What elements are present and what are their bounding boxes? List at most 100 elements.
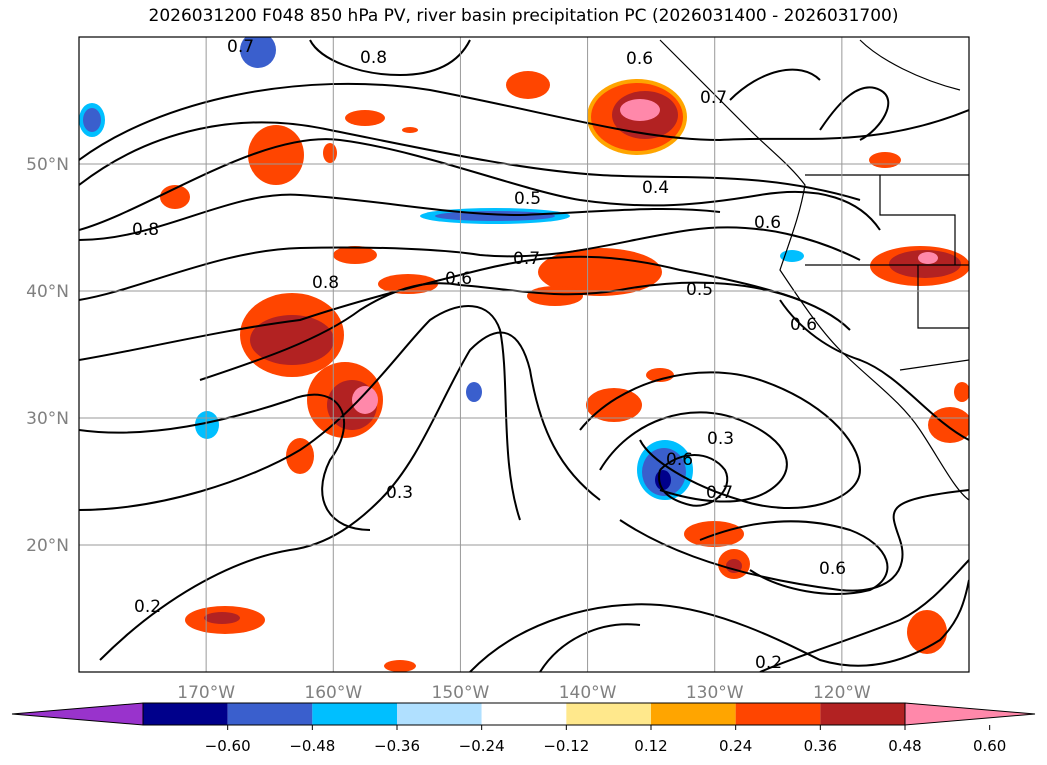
colorbar-segment	[566, 703, 651, 725]
lat-label: 30°N	[26, 409, 69, 429]
precip-blob	[323, 143, 337, 163]
precip-blob	[384, 660, 416, 672]
colorbar-tick-label: −0.60	[205, 737, 251, 755]
pv-contour-line	[79, 121, 861, 201]
precip-blob	[586, 388, 642, 422]
pv-contour-line	[579, 371, 862, 509]
pv-contour-line	[779, 299, 969, 441]
pv-contour-line	[99, 331, 601, 661]
precip-blob	[655, 470, 671, 490]
precip-blob	[466, 382, 482, 402]
pv-contours	[79, 39, 969, 672]
pv-contour-line	[759, 559, 969, 672]
contour-label: 0.7	[706, 483, 733, 503]
pv-contour-line	[79, 393, 371, 531]
contour-label: 0.7	[513, 249, 540, 269]
coastline-path	[879, 175, 956, 265]
contour-label: 0.2	[755, 653, 782, 673]
contour-label: 0.2	[134, 597, 161, 617]
precip-blob	[83, 108, 101, 132]
lon-label: 140°W	[559, 683, 617, 703]
precip-blob	[869, 152, 901, 168]
colorbar-segment	[481, 703, 567, 725]
precipitation-shading	[79, 37, 969, 672]
contour-label: 0.6	[819, 559, 846, 579]
colorbar-tick-label: 0.48	[888, 737, 921, 755]
pv-contour-line	[539, 623, 641, 672]
lat-label: 50°N	[26, 155, 69, 175]
pv-contour-line	[819, 86, 890, 141]
contour-label: 0.6	[790, 315, 817, 335]
map-frame	[78, 36, 970, 673]
precip-blob	[333, 246, 377, 264]
pv-contour-line	[79, 82, 969, 161]
pv-contour-line	[79, 138, 881, 231]
contour-label: 0.8	[132, 220, 159, 240]
contour-label: 0.5	[514, 189, 541, 209]
contour-label: 0.3	[707, 429, 734, 449]
contour-label: 0.8	[360, 48, 387, 68]
coastline-path	[917, 265, 969, 329]
contour-labels: 0.7 0.8 0.6 0.5 0.4 0.6 0.8 0.8 0.7 0.6 …	[132, 37, 846, 673]
precip-blob	[378, 274, 438, 294]
pv-contour-line	[599, 411, 788, 503]
lat-label: 40°N	[26, 282, 69, 302]
colorbar-tick-label: −0.36	[374, 737, 420, 755]
colorbar-tick-label: 0.12	[634, 737, 667, 755]
precip-blob	[204, 612, 240, 624]
map-title: 2026031200 F048 850 hPa PV, river basin …	[148, 6, 899, 26]
contour-label: 0.7	[700, 88, 727, 108]
precip-blob	[726, 559, 742, 573]
pv-contour-line	[729, 68, 821, 101]
colorbar-tick-label: 0.60	[973, 737, 1006, 755]
precip-blob	[240, 37, 276, 68]
precip-blob	[160, 185, 190, 209]
colorbar-segment	[397, 703, 482, 725]
contour-label: 0.8	[312, 273, 339, 293]
contour-label: 0.6	[445, 269, 472, 289]
latitude-labels: 50°N 40°N 30°N 20°N	[26, 155, 69, 556]
precip-blob	[286, 438, 314, 474]
lat-label: 20°N	[26, 536, 69, 556]
colorbar-tick-label: −0.12	[543, 737, 589, 755]
colorbar-segment	[227, 703, 313, 725]
precip-blob	[435, 211, 555, 221]
pv-contour-line	[79, 305, 521, 521]
precip-blob	[506, 71, 550, 99]
colorbar-segment	[143, 703, 228, 725]
colorbar-tick-label: 0.24	[719, 737, 752, 755]
precip-blob	[402, 127, 418, 133]
coastline-path	[899, 359, 969, 371]
pv-contour-line	[658, 454, 729, 507]
contour-label: 0.7	[227, 37, 254, 57]
pv-contour-line	[79, 226, 861, 301]
pv-contour-line	[619, 489, 969, 592]
contour-label: 0.6	[626, 49, 653, 69]
contour-label: 0.5	[686, 280, 713, 300]
pv-contour-line	[469, 579, 969, 672]
lon-label: 160°W	[304, 683, 362, 703]
pv-contour-line	[309, 39, 471, 77]
colorbar-outline	[142, 702, 906, 726]
pv-contour-line	[79, 193, 721, 241]
contour-label: 0.6	[754, 213, 781, 233]
lon-label: 130°W	[686, 683, 744, 703]
coastline	[659, 39, 969, 501]
precip-blob	[918, 252, 938, 264]
contour-label: 0.3	[386, 483, 413, 503]
colorbar-extend-high	[904, 702, 1036, 726]
colorbar-tick-label: 0.36	[804, 737, 837, 755]
lon-label: 170°W	[177, 683, 235, 703]
colorbar: −0.60 −0.48 −0.36 −0.24 −0.12 0.12 0.24 0.36 0.4…	[11, 702, 1036, 755]
precip-blob	[345, 110, 385, 126]
lon-label: 120°W	[813, 683, 871, 703]
contour-label: 0.4	[642, 178, 669, 198]
pv-contour-line	[699, 520, 889, 595]
coastline-path	[859, 39, 961, 91]
precip-blob	[954, 382, 969, 402]
precip-blob	[620, 99, 660, 121]
contour-label: 0.6	[666, 450, 693, 470]
gridlines	[79, 37, 969, 672]
lon-label: 150°W	[432, 683, 490, 703]
